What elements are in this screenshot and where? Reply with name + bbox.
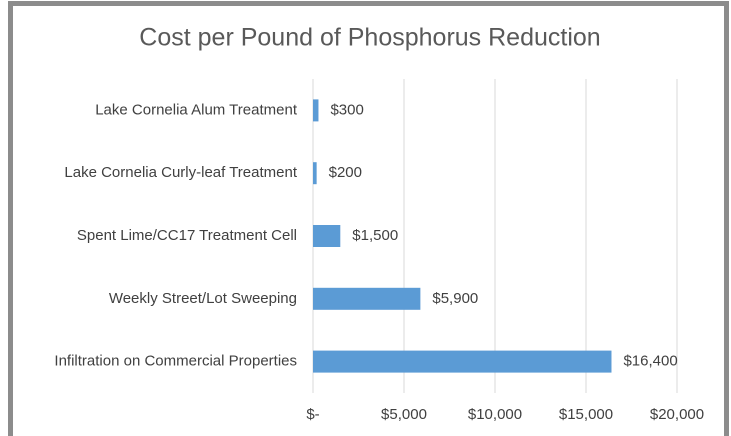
data-label: $16,400 — [623, 353, 677, 370]
y-tick-label: Lake Cornelia Alum Treatment — [95, 101, 298, 118]
bar — [313, 162, 317, 185]
x-tick-label: $10,000 — [468, 406, 522, 423]
x-tick-label: $15,000 — [559, 406, 613, 423]
data-label: $200 — [329, 164, 362, 181]
y-tick-label: Spent Lime/CC17 Treatment Cell — [77, 227, 297, 244]
x-tick-label: $5,000 — [381, 406, 427, 423]
bar — [313, 287, 421, 310]
y-tick-label: Weekly Street/Lot Sweeping — [109, 290, 297, 307]
chart-title: Cost per Pound of Phosphorus Reduction — [139, 24, 600, 52]
bar — [313, 99, 319, 122]
x-tick-label: $20,000 — [650, 406, 704, 423]
y-tick-label: Lake Cornelia Curly-leaf Treatment — [64, 164, 297, 181]
data-label: $300 — [330, 101, 363, 118]
x-tick-label: $- — [306, 406, 319, 423]
y-tick-label: Infiltration on Commercial Properties — [54, 353, 297, 370]
bar — [313, 225, 341, 247]
bar — [313, 350, 612, 373]
data-label: $1,500 — [352, 227, 398, 244]
data-label: $5,900 — [432, 290, 478, 307]
